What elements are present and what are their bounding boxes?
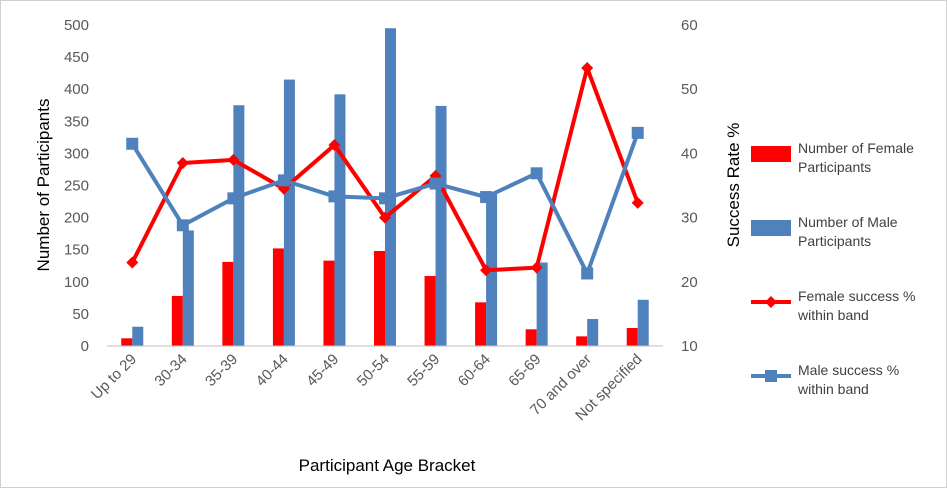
x-tick-3: 40-44: [253, 351, 292, 390]
bar-male-8: [536, 262, 548, 346]
x-tick-7: 60-64: [455, 351, 494, 390]
bar-male-6: [435, 105, 447, 346]
bar-male-9: [587, 319, 599, 346]
right-y-ticks: 10 20 30 40 50 60: [681, 17, 698, 355]
point-male-4: [328, 190, 341, 203]
point-female-5: [379, 211, 391, 224]
point-male-2: [227, 192, 240, 205]
bar-female-10: [626, 328, 638, 346]
x-tick-6: 55-59: [404, 351, 443, 390]
point-female-10: [631, 196, 644, 209]
x-tick-labels: Up to 29 30-34 35-39 40-44 45-49 50-54 55-59 60…: [88, 351, 646, 424]
legend-marker-female-line: [765, 296, 777, 308]
y2-tick-2: 30: [681, 210, 698, 227]
y2-axis-title: Success Rate %: [724, 123, 743, 248]
legend: Number of Female Participants Number of Ma…: [751, 140, 915, 397]
legend-label-male-bars: Number of Male Participants: [798, 214, 898, 249]
legend-marker-male-line: [765, 370, 777, 382]
y-tick-8: 400: [64, 81, 89, 98]
legend-swatch-female-bars: [751, 146, 791, 162]
x-tick-0: Up to 29: [88, 351, 140, 403]
point-male-0: [126, 137, 139, 150]
bar-female-9: [576, 336, 588, 346]
bar-female-7: [475, 302, 487, 346]
y-tick-5: 250: [64, 178, 89, 195]
point-female-4: [328, 139, 341, 152]
x-tick-4: 45-49: [303, 351, 342, 390]
point-male-5: [379, 192, 391, 205]
bar-female-5: [374, 250, 385, 346]
bars-layer: [121, 28, 649, 347]
point-female-7: [480, 264, 493, 277]
bar-female-1: [171, 295, 183, 346]
y-tick-2: 100: [64, 274, 89, 291]
x-axis-title: Participant Age Bracket: [299, 456, 476, 475]
legend-swatch-male-bars: [751, 220, 791, 236]
legend-label-male-line: Male success % within band: [797, 362, 899, 397]
point-male-3: [277, 174, 290, 187]
y-tick-0: 0: [81, 338, 89, 355]
bar-female-4: [323, 260, 335, 346]
bar-female-8: [525, 329, 537, 346]
bar-male-4: [334, 94, 346, 346]
y2-tick-4: 50: [681, 81, 698, 98]
y-tick-4: 200: [64, 210, 89, 227]
left-y-ticks: 0 50 100 150 200 250 300 350 400 450 500: [64, 17, 89, 355]
y2-tick-0: 10: [681, 338, 698, 355]
y2-tick-1: 20: [681, 274, 698, 291]
x-tick-2: 35-39: [202, 351, 241, 390]
point-male-8: [530, 167, 543, 180]
bar-male-3: [283, 79, 295, 346]
x-tick-8: 65-69: [505, 351, 544, 390]
x-tick-5: 50-54: [354, 351, 393, 390]
y-tick-7: 350: [64, 113, 89, 130]
x-tick-1: 30-34: [151, 351, 190, 390]
bar-female-3: [272, 248, 284, 346]
y-tick-1: 50: [72, 306, 89, 323]
point-female-9: [581, 62, 594, 75]
point-female-0: [126, 256, 139, 269]
point-male-10: [631, 126, 644, 139]
y2-tick-3: 40: [681, 145, 698, 162]
point-male-6: [429, 177, 442, 190]
bar-male-5: [385, 28, 396, 347]
point-male-7: [480, 191, 493, 204]
bar-female-0: [121, 338, 133, 346]
bar-female-2: [222, 261, 234, 346]
y-tick-6: 300: [64, 145, 89, 162]
y-axis-title: Number of Participants: [34, 99, 53, 272]
point-male-9: [581, 267, 594, 280]
bar-male-1: [182, 230, 194, 346]
point-female-1: [176, 157, 189, 170]
bar-male-2: [233, 105, 245, 346]
y2-tick-5: 60: [681, 17, 698, 34]
lines-layer: [126, 62, 644, 280]
bar-male-0: [132, 326, 144, 346]
bar-male-10: [637, 299, 649, 346]
point-male-1: [176, 219, 189, 232]
y-tick-10: 500: [64, 17, 89, 34]
y-tick-9: 450: [64, 49, 89, 66]
point-female-8: [530, 261, 543, 274]
legend-label-female-line: Female success % within band: [797, 288, 915, 323]
bar-female-6: [424, 276, 436, 346]
legend-label-female-bars: Number of Female Participants: [798, 140, 914, 175]
point-female-2: [227, 153, 240, 166]
y-tick-3: 150: [64, 242, 89, 259]
